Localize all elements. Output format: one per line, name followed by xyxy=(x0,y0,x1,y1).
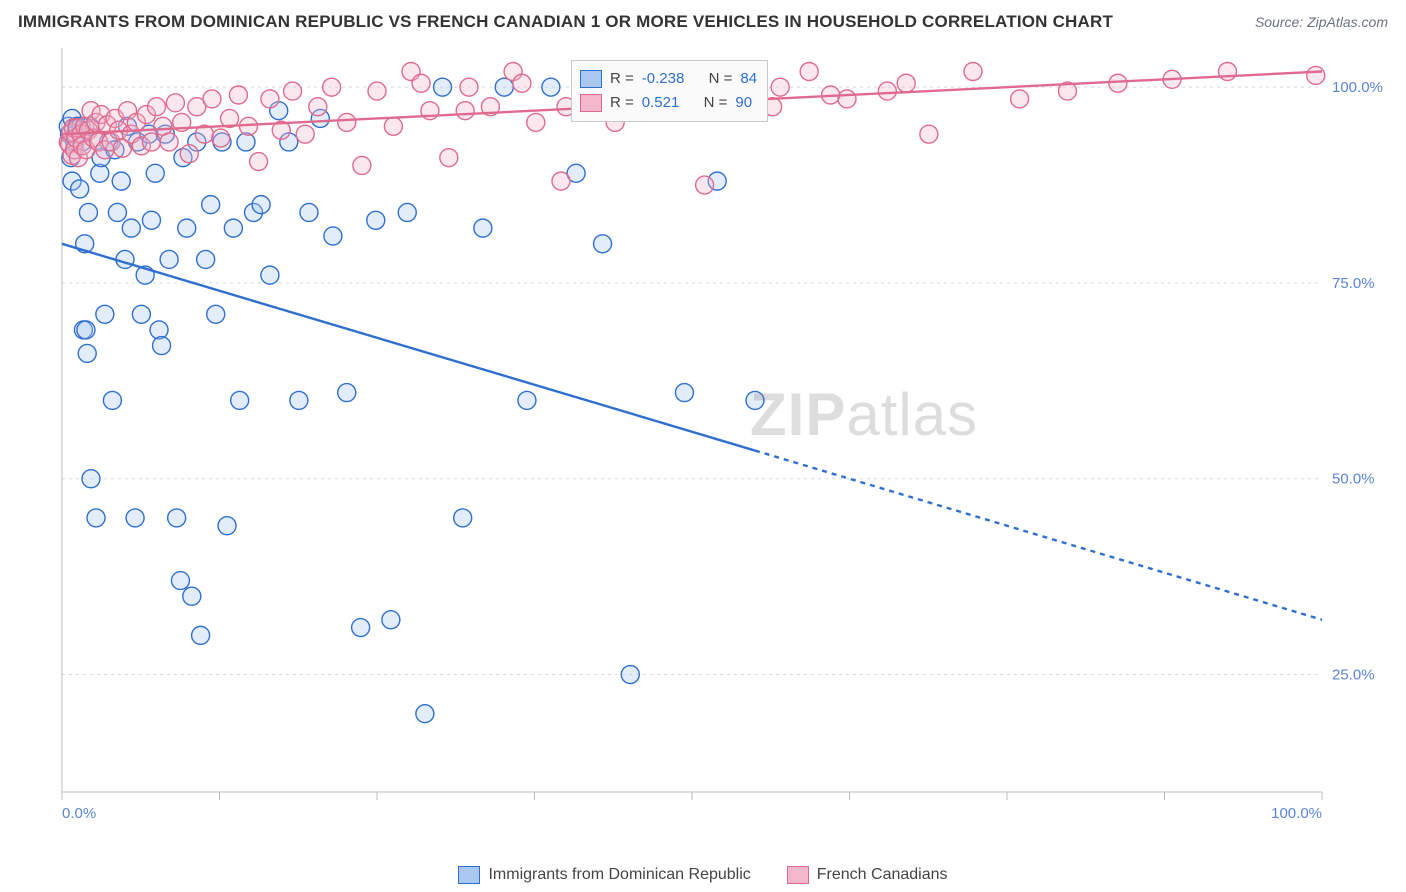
legend-swatch-dominican xyxy=(458,866,480,884)
legend-swatch-french-canadian xyxy=(787,866,809,884)
title-bar: IMMIGRANTS FROM DOMINICAN REPUBLIC VS FR… xyxy=(18,12,1388,32)
svg-text:50.0%: 50.0% xyxy=(1332,471,1375,488)
legend-item-dominican: Immigrants from Dominican Republic xyxy=(458,866,750,884)
svg-text:75.0%: 75.0% xyxy=(1332,275,1375,292)
series-legend: Immigrants from Dominican Republic Frenc… xyxy=(0,866,1406,884)
correlation-legend: R = -0.238 N = 84 R = 0.521 N = 90 xyxy=(571,60,768,122)
n-label: N = xyxy=(704,91,728,115)
legend-label: French Canadians xyxy=(817,866,948,884)
legend-row: R = -0.238 N = 84 xyxy=(580,67,757,91)
svg-text:25.0%: 25.0% xyxy=(1332,667,1375,684)
chart-title: IMMIGRANTS FROM DOMINICAN REPUBLIC VS FR… xyxy=(18,12,1113,32)
legend-item-french-canadian: French Canadians xyxy=(787,866,948,884)
n-label: N = xyxy=(709,67,733,91)
r-label: R = xyxy=(610,91,634,115)
r-value-french-canadian: 0.521 xyxy=(642,91,680,115)
legend-swatch-dominican xyxy=(580,70,602,88)
n-value-dominican: 84 xyxy=(740,67,757,91)
r-value-dominican: -0.238 xyxy=(642,67,685,91)
plot-area: 25.0% 50.0% 75.0% 100.0% 0.0% 100.0% xyxy=(56,42,1384,838)
source-label: Source: ZipAtlas.com xyxy=(1255,14,1388,30)
legend-row: R = 0.521 N = 90 xyxy=(580,91,757,115)
scatter-plot-svg: 25.0% 50.0% 75.0% 100.0% 0.0% 100.0% xyxy=(56,42,1384,838)
n-value-french-canadian: 90 xyxy=(735,91,752,115)
legend-swatch-french-canadian xyxy=(580,94,602,112)
svg-text:100.0%: 100.0% xyxy=(1271,805,1322,822)
r-label: R = xyxy=(610,67,634,91)
svg-text:100.0%: 100.0% xyxy=(1332,79,1383,96)
svg-text:0.0%: 0.0% xyxy=(62,805,96,822)
legend-label: Immigrants from Dominican Republic xyxy=(488,866,750,884)
